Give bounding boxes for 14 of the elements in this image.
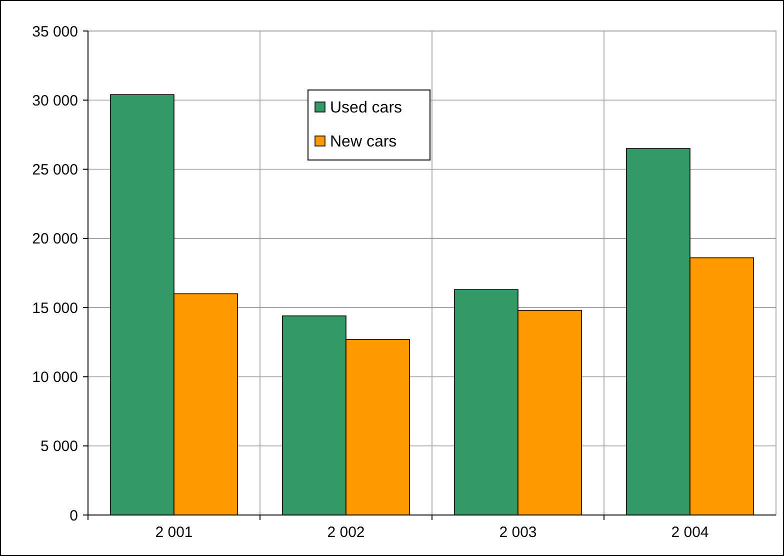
y-tick-label: 5 000 — [40, 438, 78, 456]
legend-label: Used cars — [330, 100, 402, 117]
legend-label: New cars — [330, 134, 397, 151]
x-tick-label: 2 001 — [155, 524, 193, 541]
x-tick-label: 2 002 — [327, 524, 365, 541]
y-tick-label: 25 000 — [32, 162, 78, 179]
y-tick-label: 10 000 — [32, 368, 78, 386]
y-tick-label: 0 — [70, 507, 78, 524]
x-tick-label: 2 004 — [671, 524, 709, 541]
y-tick-label: 35 000 — [32, 23, 78, 40]
y-tick-label: 20 000 — [32, 230, 78, 248]
y-tick-label: 30 000 — [32, 92, 78, 110]
y-tick-label: 15 000 — [32, 300, 78, 317]
x-tick-label: 2 003 — [499, 524, 537, 541]
